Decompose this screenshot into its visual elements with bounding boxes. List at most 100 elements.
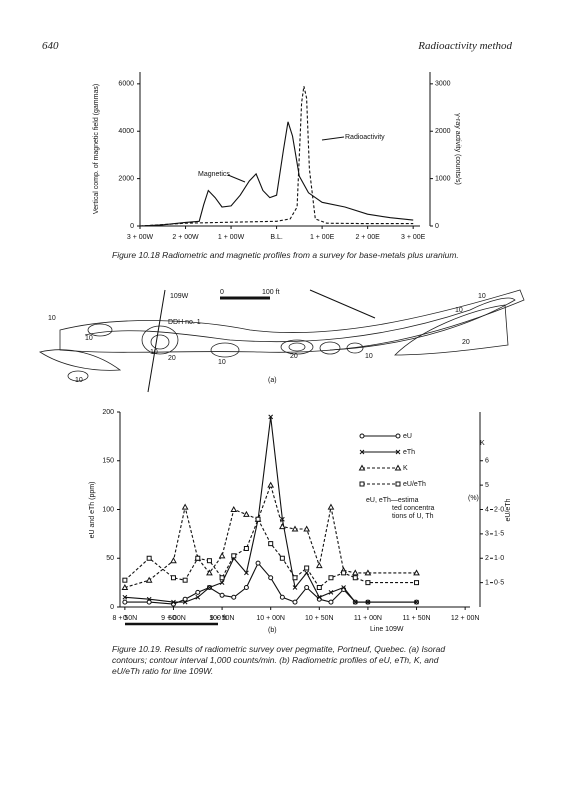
y-tick-label: 0 (130, 223, 134, 230)
marker (364, 569, 372, 576)
annotation-arrow (227, 174, 246, 183)
y2-tick-label: 5 (485, 482, 489, 489)
contour-label: 10 (75, 377, 83, 384)
x-tick-label: 11 + 50N (402, 615, 430, 622)
y-axis-title: eU and eTh (ppm) (89, 482, 96, 539)
marker (195, 589, 201, 595)
marker (327, 503, 335, 510)
x-tick-label: 3 + 00E (401, 234, 426, 241)
x-tick-label: 9 + 50N (210, 615, 235, 622)
y2-unit: (%) (468, 495, 479, 502)
legend-label: eTh (403, 449, 415, 456)
marker (395, 481, 401, 487)
y-tick-label: 4000 (118, 128, 134, 135)
x-tick-label: 12 + 00N (451, 615, 480, 622)
y3-tick-label: 1·0 (494, 555, 504, 562)
marker (230, 505, 238, 512)
y3-tick-label: 0·5 (494, 579, 504, 586)
y2-tick-label: 4 (485, 506, 489, 513)
y2-axis-title: K (480, 440, 485, 447)
marker (279, 523, 286, 530)
marker (170, 557, 177, 564)
marker (352, 575, 358, 581)
series-line (124, 562, 417, 605)
contour-label: 10 (218, 359, 226, 366)
y3-tick-label: 2·0 (494, 506, 504, 513)
x-tick-label: 10 + 00N (256, 615, 285, 622)
marker (122, 594, 128, 600)
y2-tick-label: 2 (485, 555, 489, 562)
contour (59, 289, 525, 353)
marker (255, 516, 261, 522)
x-axis-title: Line 109W (370, 626, 404, 633)
marker (395, 449, 401, 455)
x-tick-label: B.L. (270, 234, 283, 241)
annotation-arrow (321, 136, 345, 141)
y2-axis-title: γ-ray activity (counts/s) (454, 113, 461, 185)
panel-label: (b) (268, 627, 277, 634)
contour (394, 304, 509, 356)
contour (346, 342, 364, 354)
contour-label: 20 (168, 355, 176, 362)
marker (146, 596, 152, 602)
marker (268, 541, 274, 547)
marker (365, 580, 371, 586)
y2-tick-label: 6 (485, 458, 489, 465)
marker (219, 575, 225, 581)
marker (359, 449, 365, 455)
series-line (139, 86, 414, 227)
series-line (139, 121, 414, 227)
isorad-map: 109W 0 100 ft DDH no. 1 10 10 20 10 10 2… (38, 289, 525, 393)
contour-label: 10 (478, 293, 486, 300)
contour (87, 323, 113, 337)
marker (206, 558, 212, 564)
x-tick-label: 2 + 00W (172, 234, 199, 241)
y2-tick-label: 3 (485, 531, 489, 538)
y2-tick-label: 2000 (435, 128, 451, 135)
marker (195, 594, 201, 600)
series-line (124, 416, 417, 603)
marker (146, 599, 152, 605)
x-tick-label: 2 + 00E (355, 234, 380, 241)
marker (218, 552, 226, 559)
marker (341, 570, 347, 576)
marker (231, 553, 237, 559)
y-axis-title: Vertical comp. of magnetic field (gammas… (93, 84, 100, 214)
annotation: Magnetics (198, 171, 230, 178)
running-title: Radioactivity method (418, 40, 512, 52)
legend-note: eU, eTh—estima ted concentra tions of U, T… (366, 497, 435, 520)
marker (244, 570, 249, 576)
marker (315, 562, 323, 569)
marker (292, 599, 298, 605)
marker (206, 569, 213, 576)
y-tick-label: 150 (102, 458, 114, 465)
marker (279, 594, 285, 600)
marker (365, 599, 371, 605)
y2-tick-label: 3000 (435, 81, 451, 88)
marker (171, 599, 176, 605)
y2-tick-label: 0 (435, 223, 439, 230)
contour-label: 10 (455, 307, 463, 314)
x-tick-label: 1 + 00W (218, 234, 245, 241)
contour (84, 297, 516, 351)
contour (288, 342, 306, 352)
drill-label: DDH no. 1 (168, 319, 201, 326)
marker (122, 577, 128, 583)
marker (303, 525, 311, 532)
contour (38, 349, 122, 371)
contour (210, 342, 240, 358)
scale-label: 100 ft (209, 615, 227, 622)
marker (352, 599, 358, 605)
caption: Figure 10.18 Radiometric and magnetic pr… (112, 250, 459, 260)
marker (394, 464, 402, 471)
marker (304, 585, 310, 590)
y2-tick-label: 1000 (435, 175, 451, 182)
y-tick-label: 6000 (118, 81, 134, 88)
marker (207, 585, 212, 590)
legend-label: K (403, 465, 408, 472)
north-arrow (309, 289, 376, 319)
marker (231, 594, 237, 600)
y3-axis-title: eU/eTh (505, 498, 512, 521)
legend-label: eU/eTh (403, 481, 426, 488)
